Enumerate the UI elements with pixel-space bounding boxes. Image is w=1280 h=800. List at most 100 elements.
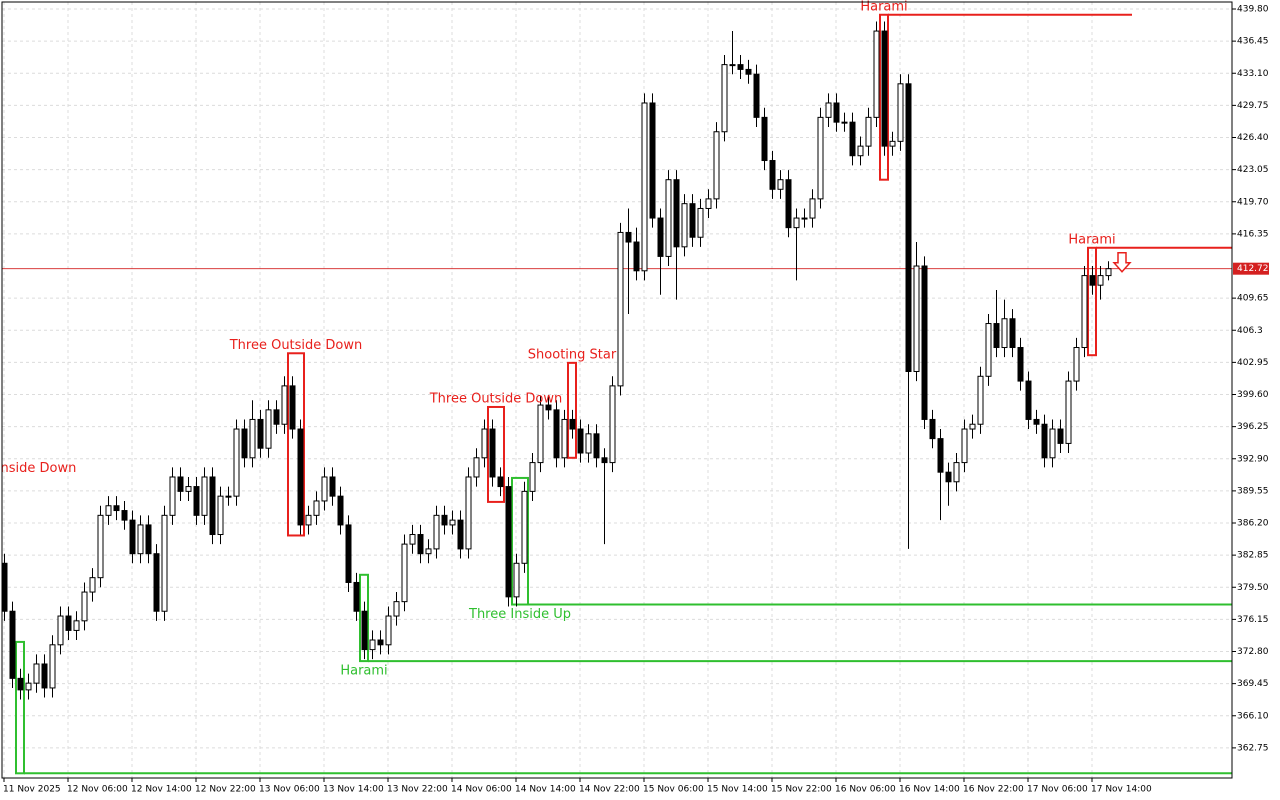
x-tick-label: 16 Nov 14:00 <box>899 785 960 795</box>
pattern-label: Harami <box>860 0 907 14</box>
candle-body <box>457 519 464 550</box>
candle-body <box>649 102 656 219</box>
x-tick-label: 14 Nov 22:00 <box>579 785 640 795</box>
candle-body <box>1073 347 1080 382</box>
candle-body <box>665 179 672 257</box>
x-tick-label: 16 Nov 22:00 <box>963 785 1024 795</box>
candle-body <box>729 64 736 67</box>
candle-body <box>689 203 696 238</box>
candle-body <box>137 524 144 555</box>
candle-body <box>393 601 400 617</box>
candle-body <box>297 428 304 526</box>
candle-body <box>897 83 904 142</box>
candle-body <box>601 457 608 464</box>
y-tick-label: 429.75 <box>1237 101 1269 111</box>
plot <box>2 2 1232 778</box>
candle-body <box>201 476 208 516</box>
candle-body <box>953 462 960 483</box>
y-tick-label: 433.10 <box>1237 69 1269 79</box>
candle-body <box>209 476 216 536</box>
candle-body <box>345 524 352 583</box>
candle-body <box>89 577 96 593</box>
candle-body <box>1025 380 1032 420</box>
candle-body <box>1009 318 1016 349</box>
candle-body <box>161 514 168 612</box>
pattern-box <box>15 640 25 775</box>
candle-body <box>865 116 872 147</box>
candle-body <box>673 179 680 248</box>
candle-body <box>281 385 288 425</box>
x-tick-label: 17 Nov 06:00 <box>1027 785 1088 795</box>
candle-body <box>65 615 72 631</box>
x-tick-label: 11 Nov 2025 <box>3 785 61 795</box>
pattern-label: Harami <box>340 664 387 679</box>
pattern-box <box>487 405 505 503</box>
x-tick-label: 14 Nov 14:00 <box>515 785 576 795</box>
y-tick-label: 369.45 <box>1237 679 1269 689</box>
candle-body <box>2 562 8 612</box>
candle-body <box>569 418 576 430</box>
x-tick-label: 12 Nov 14:00 <box>131 785 192 795</box>
y-tick-label: 392.90 <box>1237 454 1269 464</box>
candle-body <box>185 486 192 492</box>
candle-body <box>1001 318 1008 349</box>
candle-body <box>1089 275 1096 286</box>
candle-body <box>841 121 848 124</box>
candle-body <box>1017 347 1024 382</box>
candle-body <box>713 131 720 200</box>
candle-body <box>449 519 456 526</box>
candle-body <box>817 116 824 200</box>
candle-body <box>1041 423 1048 459</box>
candle-body <box>113 505 120 512</box>
candle-body <box>777 179 784 190</box>
candle-body <box>473 457 480 478</box>
y-tick-label: 382.85 <box>1237 551 1269 561</box>
candle-body <box>25 682 32 691</box>
candle-body <box>1057 428 1064 444</box>
plot-frame <box>1 1 1233 779</box>
candle-body <box>705 198 712 209</box>
candle-body <box>937 438 944 473</box>
candle-body <box>521 490 528 564</box>
y-tick-label: 439.80 <box>1237 5 1269 15</box>
candle-body <box>1105 268 1112 277</box>
candle-body <box>513 562 520 598</box>
candle-body <box>945 471 952 483</box>
x-tick-label: 13 Nov 14:00 <box>323 785 384 795</box>
candle-body <box>633 241 640 272</box>
candle-body <box>49 644 56 689</box>
candle-body <box>785 179 792 229</box>
candle-body <box>1033 418 1040 425</box>
pattern-box <box>287 352 305 537</box>
y-tick-label: 389.55 <box>1237 486 1269 496</box>
x-tick-label: 16 Nov 06:00 <box>835 785 896 795</box>
candle-body <box>993 323 1000 349</box>
candle-body <box>401 543 408 603</box>
candle-body <box>753 73 760 118</box>
candle-body <box>833 102 840 123</box>
candle-body <box>193 486 200 516</box>
candle-body <box>657 217 664 257</box>
candle-body <box>1097 275 1104 286</box>
candle-body <box>721 64 728 133</box>
candle-body <box>913 265 920 372</box>
candle-body <box>737 64 744 70</box>
candle-body <box>561 418 568 459</box>
candle-body <box>129 519 136 555</box>
candle-body <box>881 30 888 147</box>
x-tick-label: 17 Nov 14:00 <box>1091 785 1152 795</box>
candle-body <box>121 510 128 521</box>
x-tick-label: 13 Nov 22:00 <box>387 785 448 795</box>
y-tick-label: 426.40 <box>1237 133 1269 143</box>
patterns <box>15 13 1232 775</box>
candle-body <box>609 385 616 464</box>
candle-body <box>1049 428 1056 459</box>
candle-body <box>857 145 864 157</box>
x-tick-label: 15 Nov 06:00 <box>643 785 704 795</box>
candle-body <box>505 486 512 598</box>
x-tick-label: 12 Nov 06:00 <box>67 785 128 795</box>
candle-body <box>257 418 264 449</box>
candle-body <box>441 514 448 526</box>
